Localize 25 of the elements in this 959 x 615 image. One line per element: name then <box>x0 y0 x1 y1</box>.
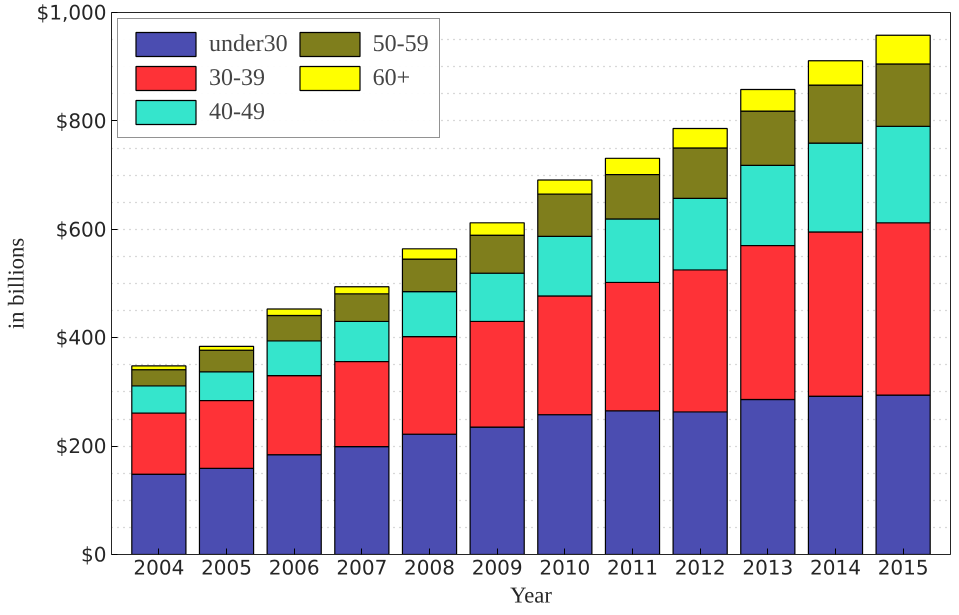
legend-label: 30-39 <box>209 64 265 92</box>
legend-label: under30 <box>209 30 288 58</box>
x-tick-label: 2006 <box>268 556 320 580</box>
x-axis-title: Year <box>510 582 552 608</box>
x-tick-label: 2015 <box>878 556 929 580</box>
y-tick-label: $800 <box>56 108 107 133</box>
x-tick-label: 2004 <box>133 556 184 580</box>
x-tick-label: 2011 <box>607 556 658 580</box>
legend-label: 50-59 <box>372 30 429 58</box>
x-tick-label: 2014 <box>810 556 861 580</box>
y-tick-label: $400 <box>56 326 107 350</box>
x-tick-label: 2013 <box>742 556 794 580</box>
y-tick-label: $1,000 <box>36 0 107 24</box>
y-tick-label: $200 <box>56 434 107 458</box>
x-tick-label: 2007 <box>336 556 388 580</box>
x-tick-label: 2009 <box>472 556 523 580</box>
legend-label: 60+ <box>372 64 410 92</box>
x-tick-label: 2008 <box>404 556 455 580</box>
y-axis-title: in billions <box>4 238 29 330</box>
x-tick-label: 2010 <box>539 556 590 580</box>
legend-label: 40-49 <box>209 98 265 126</box>
x-tick-label: 2005 <box>201 556 252 580</box>
y-tick-label: $0 <box>81 542 107 566</box>
x-tick-label: 2012 <box>674 556 726 580</box>
y-tick-label: $600 <box>56 217 107 242</box>
